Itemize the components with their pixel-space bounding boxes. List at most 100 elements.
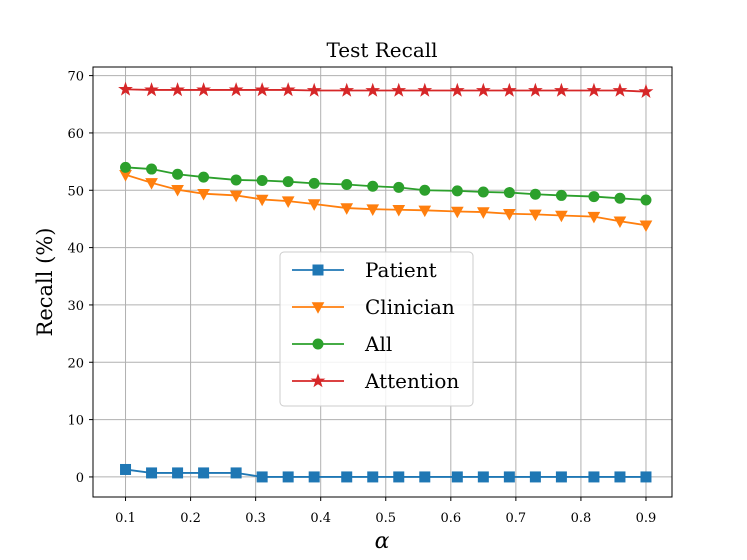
data-point-all (588, 191, 600, 203)
data-point-all (308, 177, 320, 189)
data-point-patient (588, 471, 600, 483)
data-point-patient (529, 471, 541, 483)
data-point-all (341, 179, 353, 191)
data-point-all (282, 176, 294, 188)
x-tick-label: 0.5 (375, 511, 396, 526)
data-point-patient (341, 471, 353, 483)
x-tick-label: 0.2 (180, 511, 201, 526)
data-point-all (614, 192, 626, 204)
series-layer (118, 81, 654, 483)
data-point-attention (196, 82, 211, 97)
data-point-attention (475, 82, 491, 97)
data-point-clinician (307, 199, 321, 211)
data-point-attention (554, 82, 569, 97)
x-axis-ticks: 0.1 0.2 0.3 0.4 0.5 0.6 0.7 0.8 0.9 (115, 497, 656, 526)
data-point-attention (638, 83, 654, 98)
data-point-all (198, 171, 210, 183)
data-point-clinician (503, 209, 516, 221)
x-tick-label: 0.4 (310, 511, 331, 526)
x-tick-label: 0.1 (115, 511, 136, 526)
plot-frame (92, 66, 673, 498)
data-point-patient (555, 471, 567, 483)
chart-title: Test Recall (326, 38, 437, 62)
legend-label-attention: Attention (364, 369, 459, 393)
legend-marker-all (312, 338, 324, 350)
y-tick-label: 70 (67, 70, 84, 85)
y-tick-label: 60 (67, 127, 84, 142)
data-point-clinician (255, 194, 269, 207)
legend-label-patient: Patient (365, 258, 437, 282)
data-point-clinician (392, 205, 406, 217)
data-point-patient (172, 467, 184, 479)
data-point-all (393, 181, 405, 193)
x-tick-label: 0.9 (636, 511, 657, 526)
series-line-clinician (125, 173, 647, 227)
legend-marker-patient (312, 264, 324, 276)
data-point-attention (449, 82, 465, 97)
data-point-all (451, 185, 463, 197)
data-point-attention (612, 82, 628, 97)
series-patient (120, 463, 652, 483)
data-point-clinician (450, 206, 464, 219)
data-point-attention (254, 82, 270, 97)
data-point-clinician (229, 190, 243, 203)
data-point-patient (146, 467, 158, 479)
data-point-clinician (418, 205, 432, 218)
x-tick-label: 0.6 (440, 511, 461, 526)
data-point-attention (586, 82, 602, 97)
y-axis-label: Recall (%) (33, 228, 57, 337)
y-tick-label: 40 (67, 242, 84, 257)
data-point-patient (282, 471, 294, 483)
legend-label-all: All (364, 332, 392, 356)
data-point-all (419, 184, 431, 196)
x-tick-label: 0.3 (245, 511, 266, 526)
data-point-clinician (613, 216, 627, 229)
data-point-patient (451, 471, 463, 483)
data-point-clinician (197, 188, 210, 201)
data-point-attention (306, 82, 322, 97)
data-point-clinician (476, 207, 490, 219)
data-point-all (256, 175, 268, 187)
data-point-all (367, 180, 379, 192)
data-point-patient (614, 471, 626, 483)
x-tick-label: 0.7 (506, 511, 527, 526)
data-point-attention (144, 82, 159, 97)
data-point-attention (365, 82, 381, 97)
legend-label-clinician: Clinician (365, 295, 455, 319)
legend-box (279, 251, 474, 407)
data-point-clinician (529, 209, 542, 222)
data-point-attention (118, 81, 133, 96)
data-point-clinician (587, 211, 601, 224)
data-point-patient (230, 467, 242, 479)
data-point-attention (339, 82, 355, 97)
data-point-attention (391, 82, 407, 97)
series-attention (118, 81, 654, 98)
y-tick-label: 50 (67, 184, 84, 199)
data-point-patient (477, 471, 489, 483)
data-point-attention (170, 82, 185, 97)
data-point-all (529, 188, 541, 200)
data-point-clinician (171, 184, 184, 197)
data-point-patient (120, 463, 132, 475)
data-point-all (146, 163, 158, 175)
series-all (120, 161, 652, 206)
data-point-attention (501, 82, 517, 97)
legend-marker-attention (310, 373, 326, 388)
series-line-attention (125, 88, 647, 93)
x-tick-label: 0.8 (571, 511, 592, 526)
data-point-attention (280, 82, 296, 97)
data-point-clinician (340, 203, 354, 215)
y-tick-label: 0 (76, 471, 84, 486)
y-tick-label: 30 (67, 299, 84, 314)
data-point-all (172, 168, 184, 180)
data-point-attention (417, 82, 433, 97)
data-point-patient (640, 471, 652, 483)
data-point-clinician (145, 178, 158, 190)
data-point-all (555, 189, 567, 201)
data-point-attention (228, 82, 244, 97)
data-point-patient (503, 471, 515, 483)
data-point-patient (308, 471, 320, 483)
y-tick-label: 10 (67, 414, 84, 429)
data-point-patient (393, 471, 405, 483)
